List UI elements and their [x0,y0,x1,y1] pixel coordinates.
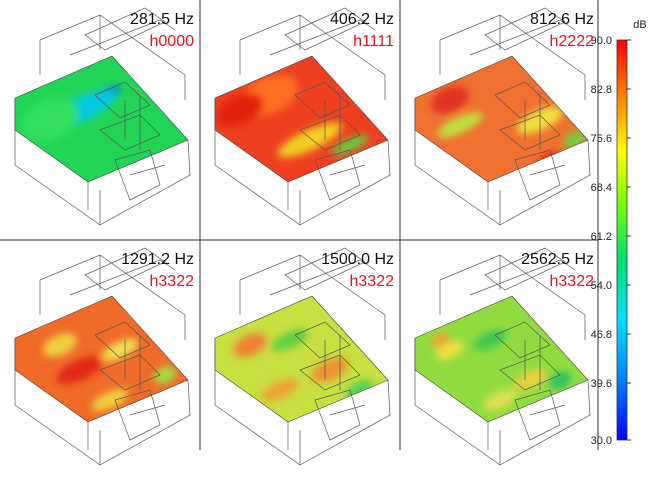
frequency-label: 281.5 Hz [130,11,194,28]
wireframe [330,405,365,415]
panel: 1500.0 Hz h3322 [215,248,394,465]
colorbar-tick-label: 30.0 [591,435,612,447]
panel: 1291.2 Hz h3322 [15,248,194,465]
panel: 2562.5 Hz h3322 [415,248,594,465]
panel: 406.2 Hz h1111 [211,8,394,225]
configuration-code: h0000 [150,33,195,50]
colorbar-tick-label: 61.2 [591,231,612,243]
colorbar-tick-label: 75.6 [591,133,612,145]
colorbar-scale [617,40,627,440]
configuration-code: h3322 [350,273,395,290]
frequency-label: 2562.5 Hz [521,251,594,268]
frequency-label: 1291.2 Hz [121,251,194,268]
colorbar-tick-label: 39.6 [591,378,612,390]
configuration-code: h3322 [150,273,195,290]
configuration-code: h3322 [550,273,595,290]
wireframe [530,165,565,175]
wireframe [530,405,565,415]
frequency-label: 406.2 Hz [330,11,394,28]
wireframe [130,165,165,175]
floor-surface [415,56,588,182]
wireframe [130,405,165,415]
panel: 281.5 Hz h0000 [14,8,194,225]
colorbar-tick-label: 46.8 [591,329,612,341]
wireframe [330,165,365,175]
figure: dB 90.082.875.668.461.254.046.839.630.0 … [0,0,656,477]
floor-surface [215,296,388,422]
colorbar-unit: dB [633,19,646,31]
colorbar-tick-label: 82.8 [591,84,612,96]
frequency-label: 1500.0 Hz [321,251,394,268]
configuration-code: h1111 [353,33,394,50]
panel: 812.6 Hz h2222 [415,8,594,225]
colorbar-tick-label: 68.4 [591,182,612,194]
colorbar: dB 90.082.875.668.461.254.046.839.630.0 [591,19,647,447]
configuration-code: h2222 [550,33,595,50]
frequency-label: 812.6 Hz [530,11,594,28]
